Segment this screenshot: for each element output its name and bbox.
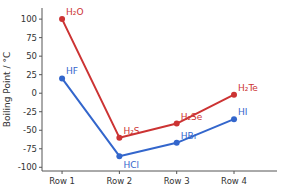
chart: -100 -75 -50 -25 0 25 50 75 100 Row 1 Row 2 Row 3 Ro…	[0, 0, 285, 189]
x-tick	[176, 171, 177, 174]
y-tick-label: -100	[18, 162, 37, 172]
y-tick	[39, 74, 42, 75]
point-label: HI	[238, 107, 247, 117]
y-tick	[39, 130, 42, 131]
y-axis	[42, 8, 43, 171]
x-tick-label: Row 4	[221, 176, 247, 186]
point-marker	[59, 75, 65, 81]
y-tick-label: -50	[23, 125, 37, 135]
point-label: HBr	[181, 131, 198, 141]
x-tick-label: Row 1	[49, 176, 75, 186]
point-marker	[116, 135, 122, 141]
point-label: H₂Te	[238, 83, 258, 93]
point-marker	[174, 121, 180, 127]
y-tick	[39, 167, 42, 168]
point-label: HF	[66, 66, 78, 76]
point-label: H₂O	[66, 7, 83, 17]
point-labels: H₂O H₂S H₂Se H₂Te HF HCl HBr HI	[66, 7, 258, 170]
x-axis	[42, 171, 277, 172]
x-tick	[62, 171, 63, 174]
y-tick	[39, 111, 42, 112]
y-tick-label: 0	[32, 88, 37, 98]
point-marker	[231, 92, 237, 98]
series-line	[62, 78, 234, 156]
y-tick-label: 50	[26, 51, 37, 61]
point-label: HCl	[123, 160, 139, 170]
x-tick-label: Row 3	[164, 176, 190, 186]
x-tick-label: Row 2	[106, 176, 132, 186]
y-tick-label: 25	[26, 70, 37, 80]
point-marker	[116, 153, 122, 159]
y-tick	[39, 56, 42, 57]
y-tick-label: -25	[23, 107, 37, 117]
point-label: H₂Se	[181, 112, 203, 122]
point-label: H₂S	[123, 126, 139, 136]
x-tick	[234, 171, 235, 174]
y-tick-label: -75	[23, 144, 37, 154]
point-marker	[59, 16, 65, 22]
y-tick	[39, 93, 42, 94]
series-line	[62, 19, 234, 138]
point-marker	[231, 116, 237, 122]
plot-area	[59, 16, 237, 159]
y-tick	[39, 148, 42, 149]
chart-container: -100 -75 -50 -25 0 25 50 75 100 Row 1 Row 2 Row 3 Ro…	[0, 0, 285, 189]
x-tick	[119, 171, 120, 174]
y-tick	[39, 19, 42, 20]
y-tick-label: 100	[21, 14, 37, 24]
y-tick	[39, 37, 42, 38]
y-axis-label: Boiling Point / °C	[2, 52, 12, 127]
y-tick-label: 75	[26, 33, 37, 43]
point-marker	[174, 140, 180, 146]
